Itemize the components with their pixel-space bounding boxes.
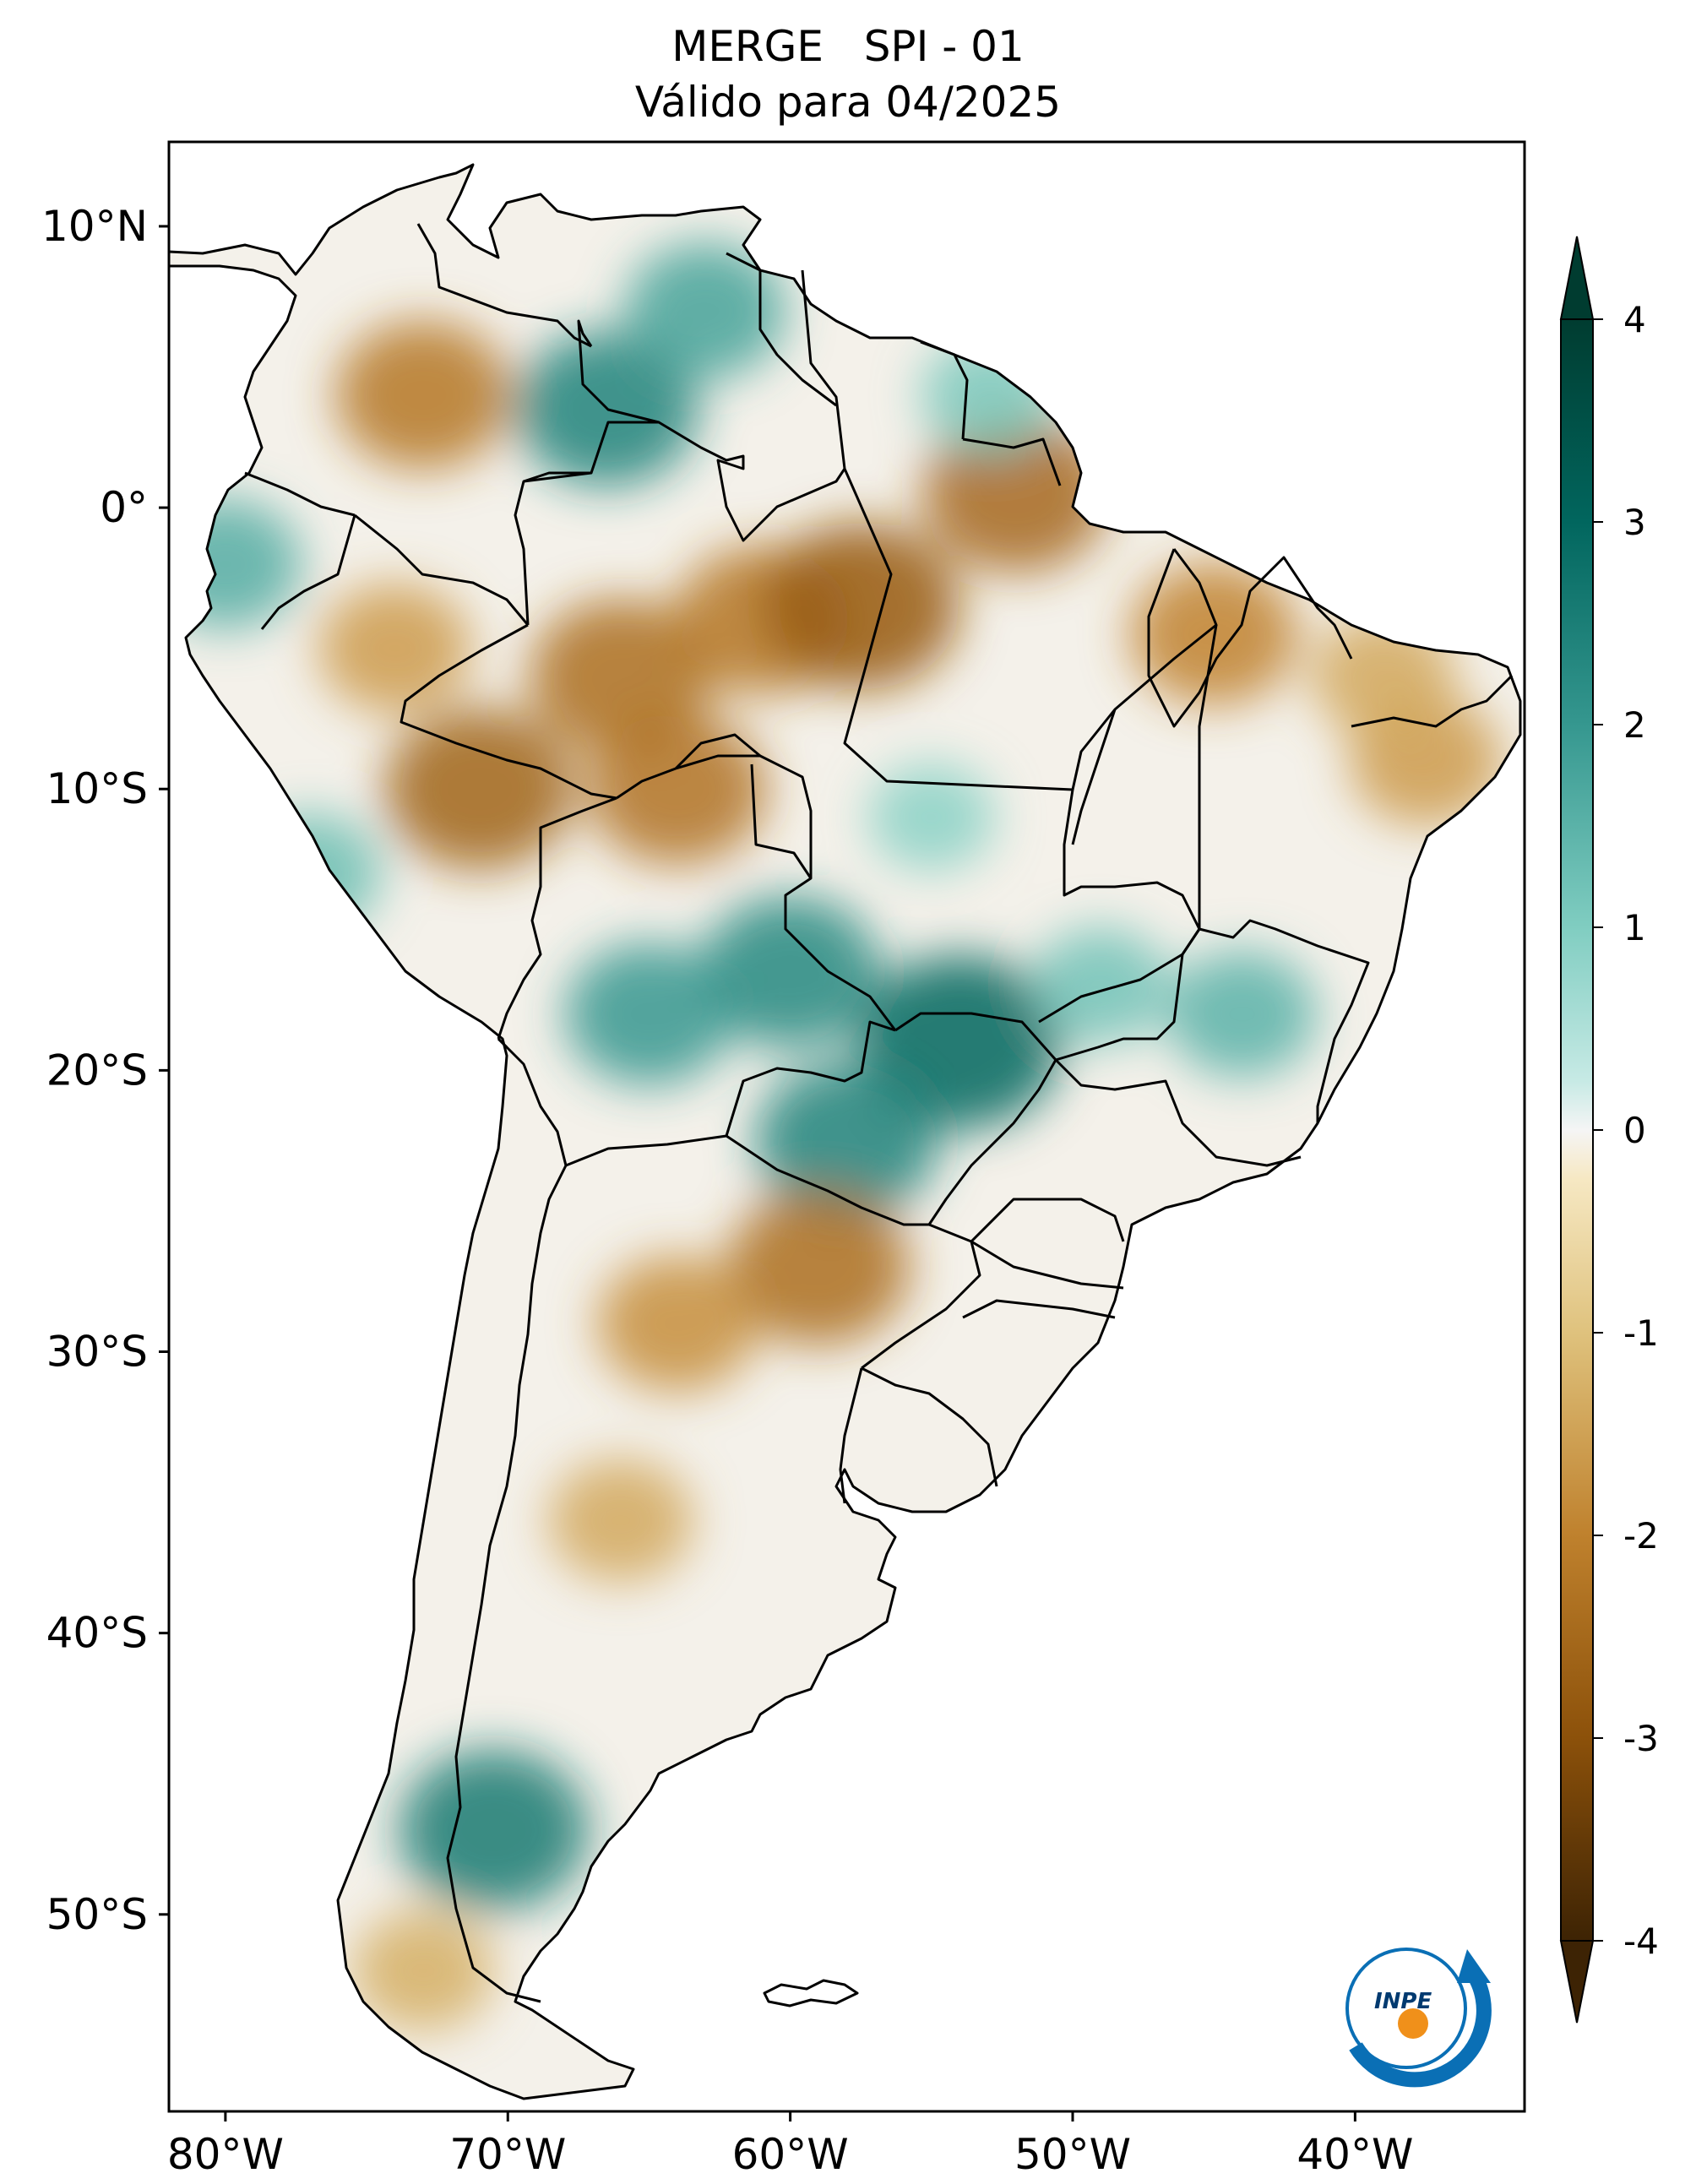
spi-anomaly-patch (868, 763, 995, 872)
border-paraguay-argentina (726, 1134, 929, 1226)
colorbar-gradient (1560, 318, 1594, 1942)
colorbar-tick-label: -2 (1623, 1515, 1659, 1557)
border-chile-argentina (446, 1165, 568, 2003)
lon-tick-label: 50°W (1014, 2130, 1131, 2179)
border-guyana-suriname (801, 269, 846, 470)
latitude-axis: 10°N 0° 10°S 20°S 30°S 40°S 50°S (41, 202, 169, 1939)
lat-tick-label: 20°S (46, 1046, 148, 1095)
lat-tick-label: 10°N (41, 202, 148, 251)
border-guiana-brazil (962, 437, 1062, 486)
spi-anomaly-patch (384, 708, 575, 870)
border-brazil-state-mato-grosso (750, 763, 1201, 1024)
logo-ring-icon (1345, 1948, 1467, 2069)
border-venezuela-guyana (726, 252, 837, 407)
colorbar-tick-label: -4 (1623, 1921, 1659, 1962)
border-colombia-venezuela (416, 223, 592, 348)
coastline (167, 163, 1522, 2100)
border-brazil-state-ne (1147, 548, 1514, 728)
border-peru-chile (497, 1037, 508, 1049)
border-colombia-ecuador (244, 471, 356, 517)
border-argentina-uruguay (839, 1367, 863, 1504)
spi-anomaly-patch (565, 943, 733, 1085)
border-peru-bolivia (497, 796, 617, 1040)
lat-tick-label: 30°S (46, 1328, 148, 1377)
title-line-2: Válido para 04/2025 (634, 78, 1062, 127)
border-venezuela-brazil (577, 319, 846, 542)
border-ecuador-peru (260, 514, 356, 630)
longitude-axis: 80°W 70°W 60°W 50°W 40°W (167, 2111, 1413, 2179)
spi-anomaly-patch (335, 320, 511, 470)
colorbar-tick-label: 3 (1623, 502, 1646, 543)
spi-anomaly-patch (727, 1189, 910, 1345)
logo-arrow-icon (1457, 1949, 1491, 1983)
lon-tick-label: 80°W (167, 2130, 284, 2179)
lon-tick-label: 70°W (449, 2130, 566, 2179)
border-brazil-state-minas (1054, 953, 1302, 1167)
colorbar-tick-label: 4 (1623, 299, 1646, 340)
border-brazil-state-para (843, 468, 1218, 791)
spi-anomaly-patch (762, 522, 959, 690)
spi-anomaly-patch (548, 1459, 693, 1583)
spi-anomaly-patch (597, 1255, 758, 1392)
spi-anomaly-patch (701, 896, 880, 1048)
spi-anomaly-patch (318, 583, 471, 714)
border-brazil-state-sp-parana (962, 1198, 1125, 1319)
border-colombia-peru (354, 513, 530, 626)
colorbar-tick-label: 1 (1623, 907, 1646, 948)
spi-anomaly-patch (352, 1910, 494, 2031)
lon-tick-label: 60°W (732, 2130, 849, 2179)
logo-arc-icon (1349, 1970, 1492, 2088)
border-brazil-uruguay (861, 1366, 998, 1487)
chart-title: MERGE SPI - 01 Válido para 04/2025 (169, 19, 1527, 130)
spi-anomaly-patch (588, 713, 767, 865)
logo-dot-icon (1398, 2008, 1428, 2039)
border-bolivia-paraguay (725, 1020, 896, 1137)
colorbar-min-extend-arrow (1559, 1940, 1595, 2024)
spi-anomaly-patch (1032, 927, 1170, 1045)
colorbar: 4 3 2 1 0 -1 -2 -3 -4 (1559, 236, 1659, 2024)
border-brazil-state-goias-bahia (1181, 919, 1370, 1123)
colorbar-tick-label: 2 (1623, 704, 1646, 746)
title-line-1: MERGE SPI - 01 (671, 22, 1025, 71)
colorbar-tick-label: -1 (1623, 1312, 1659, 1354)
border-suriname-guiana (920, 340, 969, 440)
lat-tick-label: 10°S (46, 764, 148, 813)
border-peru-brazil (400, 623, 617, 800)
lat-tick-label: 0° (100, 483, 148, 532)
border-bolivia-argentina (565, 1134, 727, 1167)
border-brazil-state-tocantins (1071, 624, 1218, 929)
border-brazil-paraguay (894, 1012, 1057, 1225)
border-argentina-brazil (861, 1223, 981, 1370)
spi-anomaly-patch (923, 414, 1110, 573)
border-brazil-state-amazonas (523, 471, 761, 770)
lat-tick-label: 50°S (46, 1890, 148, 1939)
inpe-logo: INPE (1345, 1948, 1492, 2088)
spi-anomaly-layer (169, 242, 1503, 2031)
lat-tick-label: 40°S (46, 1609, 148, 1658)
colorbar-ticks: 4 3 2 1 0 -1 -2 -3 -4 (1593, 299, 1659, 1962)
colorbar-tick-label: -3 (1623, 1718, 1659, 1759)
colorbar-tick-label: 0 (1623, 1110, 1646, 1151)
spi-anomaly-patch (625, 242, 785, 379)
colorbar-max-extend-arrow (1559, 236, 1595, 320)
land-layer (169, 165, 1520, 2099)
lon-tick-label: 40°W (1296, 2130, 1413, 2179)
spi-anomaly-patch (1167, 950, 1317, 1078)
falkland-islands (763, 1979, 859, 2007)
country-borders (244, 223, 1514, 2003)
border-bolivia-chile (497, 1037, 568, 1166)
logo-text: INPE (1374, 1989, 1432, 2014)
spi-anomaly-patch (399, 1749, 589, 1911)
